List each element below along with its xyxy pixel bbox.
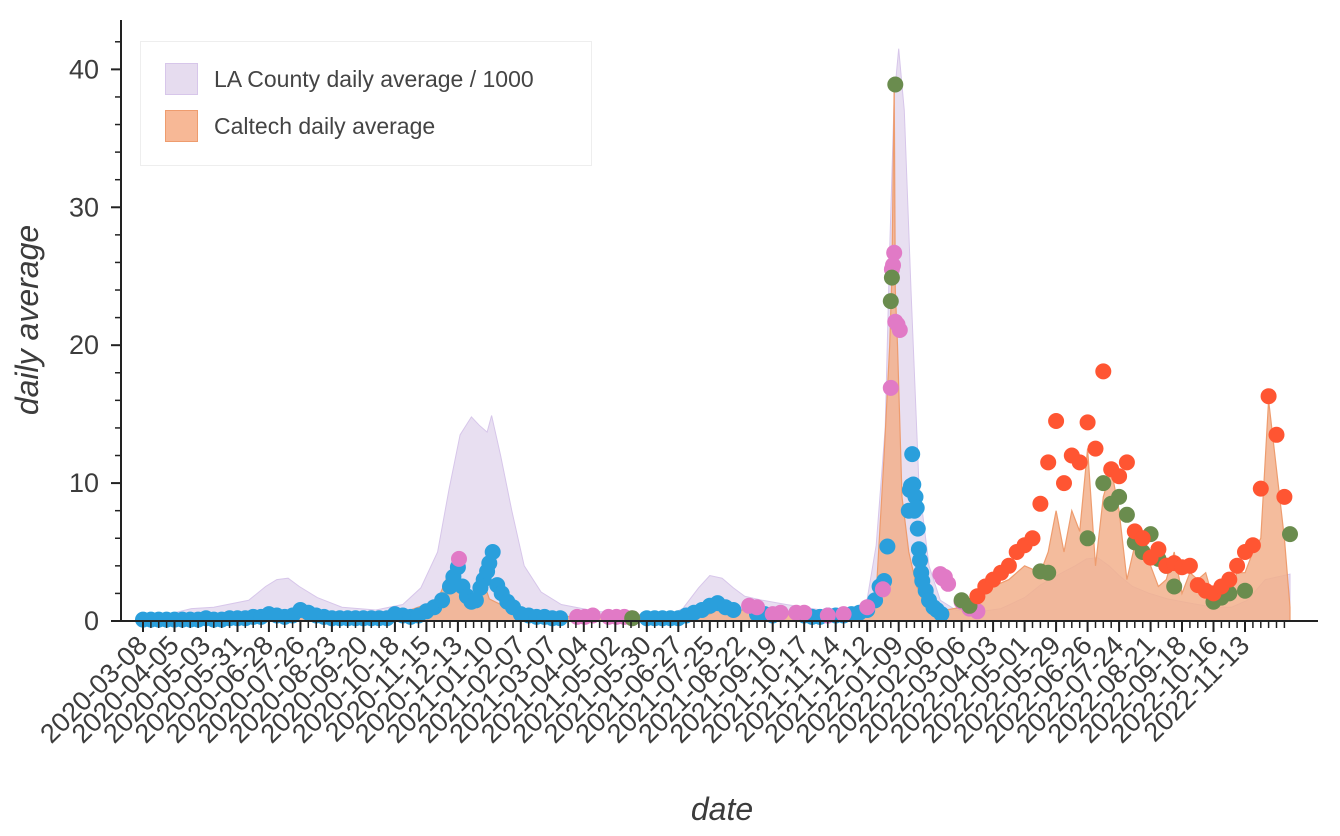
point-red [1268,426,1285,443]
point-green [887,76,904,93]
point-green [1237,582,1253,599]
point-red [1079,414,1096,431]
point-blue [467,592,484,609]
point-red [1024,530,1041,547]
point-red [1000,557,1017,574]
point-blue [434,592,451,609]
point-pink [859,599,876,616]
y-axis-title: daily average [9,225,45,415]
point-blue [909,520,926,537]
point-green [1111,488,1128,505]
y-tick-label: 40 [69,54,99,84]
point-red [1048,413,1065,429]
legend-label-caltech: Caltech daily average [214,112,436,139]
y-tick-label: 20 [69,330,99,360]
point-red [1040,454,1057,471]
legend-label-la-county: LA County daily average / 1000 [214,65,534,92]
point-pink [885,257,901,274]
point-blue [908,499,925,516]
point-pink [886,244,903,261]
point-red [1229,557,1246,574]
point-red [1244,537,1261,554]
point-blue [552,610,569,627]
points-layer [135,76,1298,628]
point-red [1095,363,1112,380]
legend-item-la-county: LA County daily average / 1000 [165,63,534,95]
point-pink [796,604,813,621]
y-tick-label: 0 [84,606,99,636]
point-red [1056,475,1072,492]
point-pink [882,379,899,396]
point-pink [749,599,765,616]
point-red [1276,488,1293,505]
point-blue [912,552,928,569]
point-green [1118,506,1135,523]
point-pink [874,581,891,598]
point-blue [933,606,950,623]
point-red [1071,454,1088,471]
point-blue [879,538,896,555]
legend: LA County daily average / 1000 Caltech d… [140,41,592,166]
point-blue [484,544,501,560]
point-red [1221,571,1238,588]
point-pink [772,604,789,621]
point-red [1118,454,1135,471]
point-green [1095,475,1112,492]
point-green [883,269,900,286]
legend-swatch-caltech [165,110,198,142]
x-axis-title: date [691,791,753,827]
y-tick-label: 10 [69,468,99,498]
point-pink [940,575,957,592]
point-blue [905,476,922,493]
point-red [1260,388,1277,405]
y-ticks: 0 10 20 30 40 [69,41,121,636]
point-blue [725,602,742,618]
point-green [1166,578,1183,595]
point-pink [819,607,836,624]
point-green [1282,526,1298,543]
point-pink [451,550,467,567]
x-ticks: 2020-03-082020-04-052020-05-032020-05-31… [34,621,1286,749]
legend-item-caltech: Caltech daily average [165,110,435,142]
point-red [1111,468,1128,485]
legend-swatch-la-county [165,63,198,95]
point-red [1150,541,1167,558]
point-green [624,610,641,627]
axes: 0 10 20 30 40 2020-03-082020-04-052020-05-03… [34,20,1318,749]
point-pink [891,322,908,338]
point-blue [904,446,921,463]
point-red [1134,530,1151,547]
point-pink [584,607,601,624]
point-green [1040,564,1057,581]
point-green [882,293,899,310]
point-red [1032,495,1049,512]
point-red [1087,440,1104,457]
point-pink [835,606,852,623]
point-red [1252,480,1269,497]
point-red [1181,557,1198,574]
y-tick-label: 30 [69,192,99,222]
point-green [1079,530,1096,547]
